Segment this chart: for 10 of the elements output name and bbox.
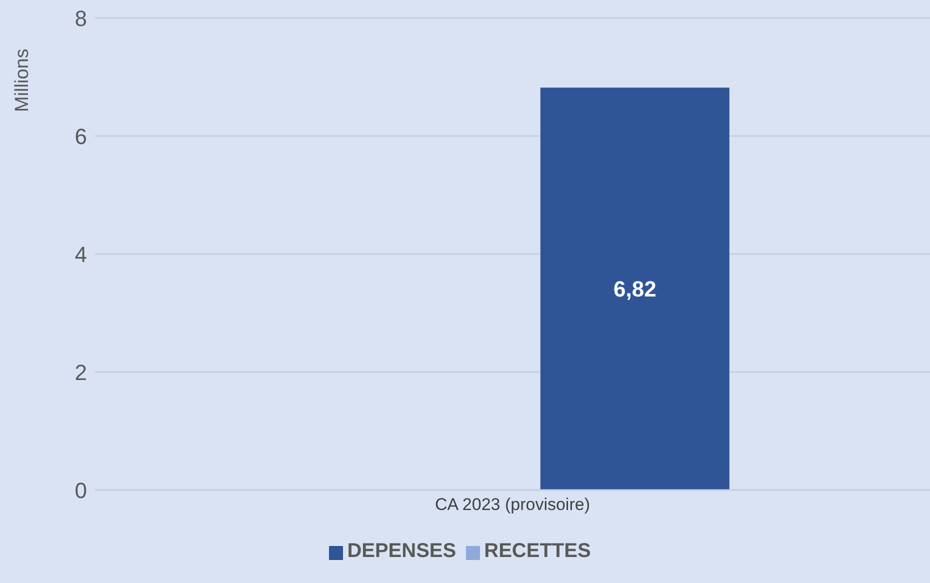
y-tick-label: 0 — [74, 478, 87, 503]
legend-label: DEPENSES — [347, 540, 456, 562]
y-axis-title: Millions — [12, 48, 34, 112]
y-tick-label: 8 — [74, 6, 87, 31]
y-tick-label: 4 — [74, 242, 87, 267]
x-tick-label: CA 2023 (provisoire) — [435, 495, 590, 514]
data-label: 6,82 — [613, 276, 656, 302]
y-tick-label: 2 — [74, 360, 87, 385]
legend-label: RECETTES — [484, 540, 591, 562]
y-tick-label: 6 — [74, 124, 87, 149]
